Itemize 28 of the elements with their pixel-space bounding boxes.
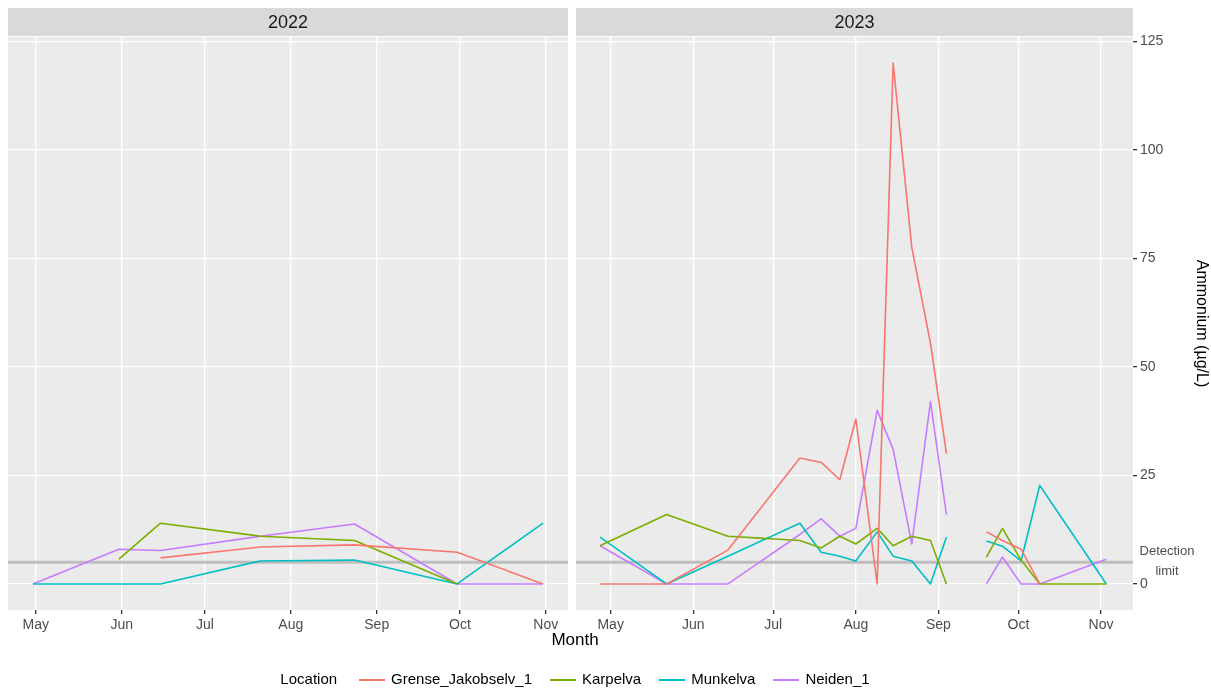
x-tick-label: Nov <box>533 616 559 633</box>
x-tick-label: May <box>597 616 624 633</box>
x-tick-label: Jul <box>195 616 214 633</box>
legend-label: Munkelva <box>691 670 756 687</box>
x-tick-label: Sep <box>925 616 952 633</box>
x-tick-label: Jul <box>764 616 783 633</box>
y-tick-label: 100 <box>1140 140 1164 157</box>
x-tick-label: May <box>22 616 49 633</box>
x-tick-label: Nov <box>1088 616 1114 633</box>
legend-label: Grense_Jakobselv_1 <box>391 670 532 687</box>
y-tick-label: 125 <box>1140 32 1164 49</box>
x-axis-title: Month <box>551 630 599 649</box>
y-tick-label: 50 <box>1140 357 1156 374</box>
x-tick-label: Aug <box>278 616 304 633</box>
legend-label: Karpelva <box>582 670 642 687</box>
y-tick-label: 25 <box>1140 466 1156 483</box>
chart-title: 2023 <box>834 12 875 33</box>
x-tick-label: Sep <box>364 616 390 633</box>
x-tick-label: Jun <box>110 616 133 633</box>
y-axis-title: Ammonium (µg/L) <box>1193 259 1211 388</box>
y-tick-label: 75 <box>1140 249 1156 266</box>
legend-label: Neiden_1 <box>805 670 870 687</box>
x-tick-label: Oct <box>1007 616 1030 633</box>
x-tick-label: Aug <box>843 616 869 633</box>
chart-title: 2022 <box>267 12 309 33</box>
legend-title: Location <box>280 670 338 687</box>
x-tick-label: Oct <box>448 616 471 633</box>
x-tick-label: Jun <box>681 616 705 633</box>
